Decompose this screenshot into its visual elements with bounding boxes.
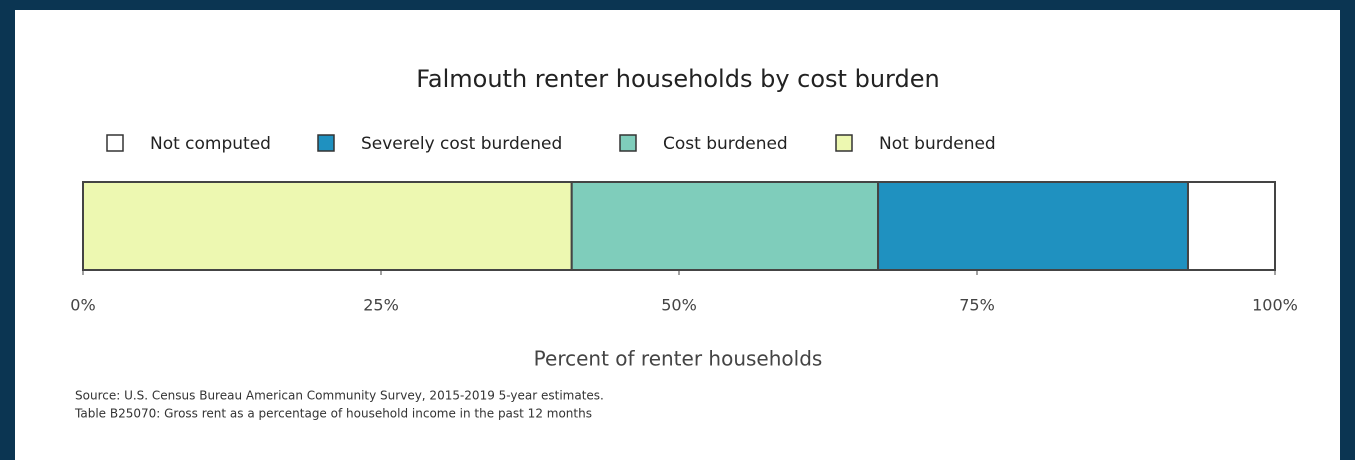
bar-segment [877,181,1189,271]
source-note: Source: U.S. Census Bureau American Comm… [75,389,604,403]
legend-swatch [317,134,335,152]
bar-segment [570,181,880,271]
x-tick-label: 100% [1252,296,1298,315]
bar-segment [82,181,573,271]
chart-title: Falmouth renter households by cost burde… [416,65,939,93]
bar-segment [1186,181,1277,271]
source-note: Table B25070: Gross rent as a percentage… [74,407,592,421]
x-axis-title: Percent of renter households [534,347,823,371]
legend-label: Not burdened [879,134,996,154]
x-tick-label: 50% [661,296,697,315]
legend-label: Severely cost burdened [361,134,562,154]
x-tick-label: 75% [959,296,995,315]
legend-label: Not computed [150,134,271,154]
x-tick-label: 25% [363,296,399,315]
legend-swatch [619,134,637,152]
legend-label: Cost burdened [663,134,788,154]
x-tick-label: 0% [70,296,95,315]
legend-swatch [106,134,124,152]
legend-swatch [835,134,853,152]
